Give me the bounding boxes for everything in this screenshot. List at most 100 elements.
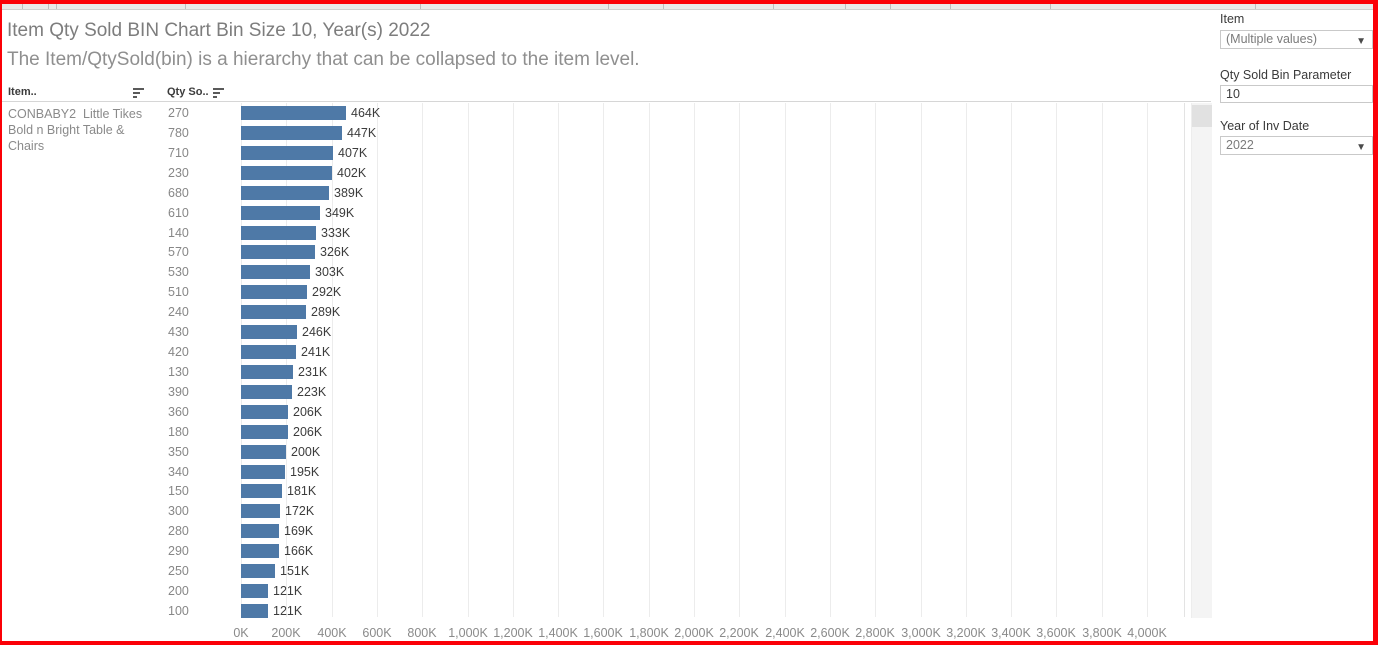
bar-value-label: 389K (334, 186, 364, 200)
x-axis-tick-label: 3,000K (901, 626, 941, 640)
tab-separator (1255, 4, 1256, 9)
bin-label: 140 (168, 226, 189, 240)
x-axis-tick-label: 2,800K (855, 626, 895, 640)
sort-descending-icon[interactable] (133, 88, 145, 99)
bar-mark[interactable] (241, 504, 280, 518)
bar-mark[interactable] (241, 285, 307, 299)
header-divider (2, 101, 1211, 102)
bin-label: 570 (168, 245, 189, 259)
bin-label: 390 (168, 385, 189, 399)
gridline (966, 103, 967, 617)
bar-value-label: 246K (302, 325, 332, 339)
bar-mark[interactable] (241, 584, 268, 598)
bin-parameter-input[interactable] (1220, 85, 1373, 103)
bar-value-label: 447K (347, 126, 377, 140)
gridline (785, 103, 786, 617)
bin-label: 240 (168, 305, 189, 319)
gridline (1147, 103, 1148, 617)
x-axis-tick-label: 1,800K (629, 626, 669, 640)
bar-mark[interactable] (241, 365, 293, 379)
year-filter-value: 2022 (1226, 138, 1254, 152)
bar-mark[interactable] (241, 245, 315, 259)
bar-mark[interactable] (241, 226, 316, 240)
year-filter-dropdown[interactable]: 2022 ▼ (1220, 136, 1373, 155)
bar-mark[interactable] (241, 445, 286, 459)
bar-mark[interactable] (241, 186, 329, 200)
bar-mark[interactable] (241, 405, 288, 419)
bin-label: 420 (168, 345, 189, 359)
bin-label: 150 (168, 484, 189, 498)
bar-value-label: 181K (287, 484, 317, 498)
x-axis-tick-label: 600K (362, 626, 392, 640)
tab-separator (608, 4, 609, 9)
tab-separator (420, 4, 421, 9)
chart-title: Item Qty Sold BIN Chart Bin Size 10, Yea… (7, 20, 431, 41)
bar-mark[interactable] (241, 126, 342, 140)
bin-label: 350 (168, 445, 189, 459)
bar-value-label: 231K (298, 365, 328, 379)
bar-mark[interactable] (241, 524, 279, 538)
x-axis-tick-label: 2,000K (674, 626, 714, 640)
bin-label: 230 (168, 166, 189, 180)
bar-mark[interactable] (241, 146, 333, 160)
bin-label: 610 (168, 206, 189, 220)
x-axis-tick-label: 3,800K (1082, 626, 1122, 640)
bar-mark[interactable] (241, 564, 275, 578)
bar-value-label: 407K (338, 146, 368, 160)
bar-value-label: 326K (320, 245, 350, 259)
x-axis-tick-label: 1,400K (538, 626, 578, 640)
bin-label: 300 (168, 504, 189, 518)
bar-value-label: 241K (301, 345, 331, 359)
bar-value-label: 121K (273, 584, 303, 598)
bar-mark[interactable] (241, 106, 346, 120)
bar-mark[interactable] (241, 325, 297, 339)
gridline (513, 103, 514, 617)
bar-mark[interactable] (241, 305, 306, 319)
bin-label: 680 (168, 186, 189, 200)
bin-label: 530 (168, 265, 189, 279)
x-axis-tick-label: 200K (271, 626, 301, 640)
tab-separator (845, 4, 846, 9)
bar-mark[interactable] (241, 544, 279, 558)
bar-mark[interactable] (241, 425, 288, 439)
gridline (921, 103, 922, 617)
bin-label: 270 (168, 106, 189, 120)
sort-descending-icon[interactable] (213, 88, 225, 99)
bar-value-label: 121K (273, 604, 303, 618)
bar-value-label: 464K (351, 106, 381, 120)
bar-mark[interactable] (241, 265, 310, 279)
bar-mark[interactable] (241, 206, 320, 220)
bar-mark[interactable] (241, 484, 282, 498)
tab-separator (185, 4, 186, 9)
bar-mark[interactable] (241, 166, 332, 180)
bin-label: 200 (168, 584, 189, 598)
column-header-qty-sold-bin[interactable]: Qty So.. (167, 86, 209, 98)
bar-mark[interactable] (241, 604, 268, 618)
item-filter-value: (Multiple values) (1226, 32, 1318, 46)
gridline (377, 103, 378, 617)
capture-border-bottom (0, 641, 1378, 645)
scrollbar-thumb[interactable] (1192, 105, 1212, 127)
item-filter-dropdown[interactable]: (Multiple values) ▼ (1220, 30, 1373, 49)
bar-value-label: 200K (291, 445, 321, 459)
bin-label: 510 (168, 285, 189, 299)
gridline (830, 103, 831, 617)
bar-value-label: 349K (325, 206, 355, 220)
bar-value-label: 151K (280, 564, 310, 578)
bar-mark[interactable] (241, 345, 296, 359)
bar-value-label: 402K (337, 166, 367, 180)
bin-label: 780 (168, 126, 189, 140)
bar-mark[interactable] (241, 465, 285, 479)
bar-mark[interactable] (241, 385, 292, 399)
item-row-header: CONBABY2 Little Tikes Bold n Bright Tabl… (8, 107, 146, 153)
x-axis-tick-label: 0K (233, 626, 249, 640)
x-axis-tick-label: 2,200K (719, 626, 759, 640)
filter-label-bin-parameter: Qty Sold Bin Parameter (1220, 68, 1352, 82)
column-header-item[interactable]: Item.. (8, 86, 37, 98)
window-tab-strip (2, 4, 1373, 10)
tab-separator (56, 4, 57, 9)
tab-separator (950, 4, 951, 9)
vertical-scrollbar[interactable] (1191, 103, 1212, 618)
filter-label-item: Item (1220, 12, 1245, 26)
gridline (468, 103, 469, 617)
